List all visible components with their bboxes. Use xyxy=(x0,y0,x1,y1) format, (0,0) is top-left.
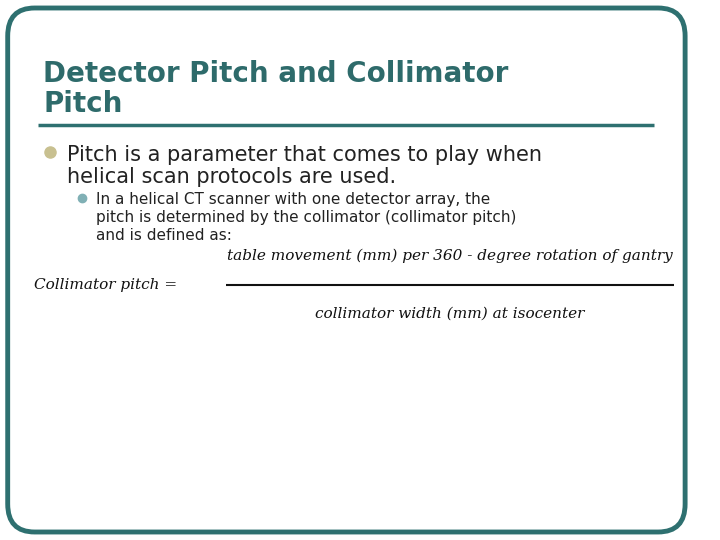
Text: Pitch is a parameter that comes to play when: Pitch is a parameter that comes to play … xyxy=(68,145,542,165)
Text: table movement (mm) per 360 - degree rotation of gantry: table movement (mm) per 360 - degree rot… xyxy=(227,248,672,263)
Text: collimator width (mm) at isocenter: collimator width (mm) at isocenter xyxy=(315,307,585,321)
Text: Detector Pitch and Collimator: Detector Pitch and Collimator xyxy=(43,60,508,88)
Text: pitch is determined by the collimator (collimator pitch): pitch is determined by the collimator (c… xyxy=(96,210,516,225)
Text: Pitch: Pitch xyxy=(43,90,122,118)
Text: In a helical CT scanner with one detector array, the: In a helical CT scanner with one detecto… xyxy=(96,192,490,207)
Text: and is defined as:: and is defined as: xyxy=(96,228,232,243)
Text: helical scan protocols are used.: helical scan protocols are used. xyxy=(68,167,397,187)
Text: Collimator pitch =: Collimator pitch = xyxy=(34,278,177,292)
FancyBboxPatch shape xyxy=(8,8,685,532)
